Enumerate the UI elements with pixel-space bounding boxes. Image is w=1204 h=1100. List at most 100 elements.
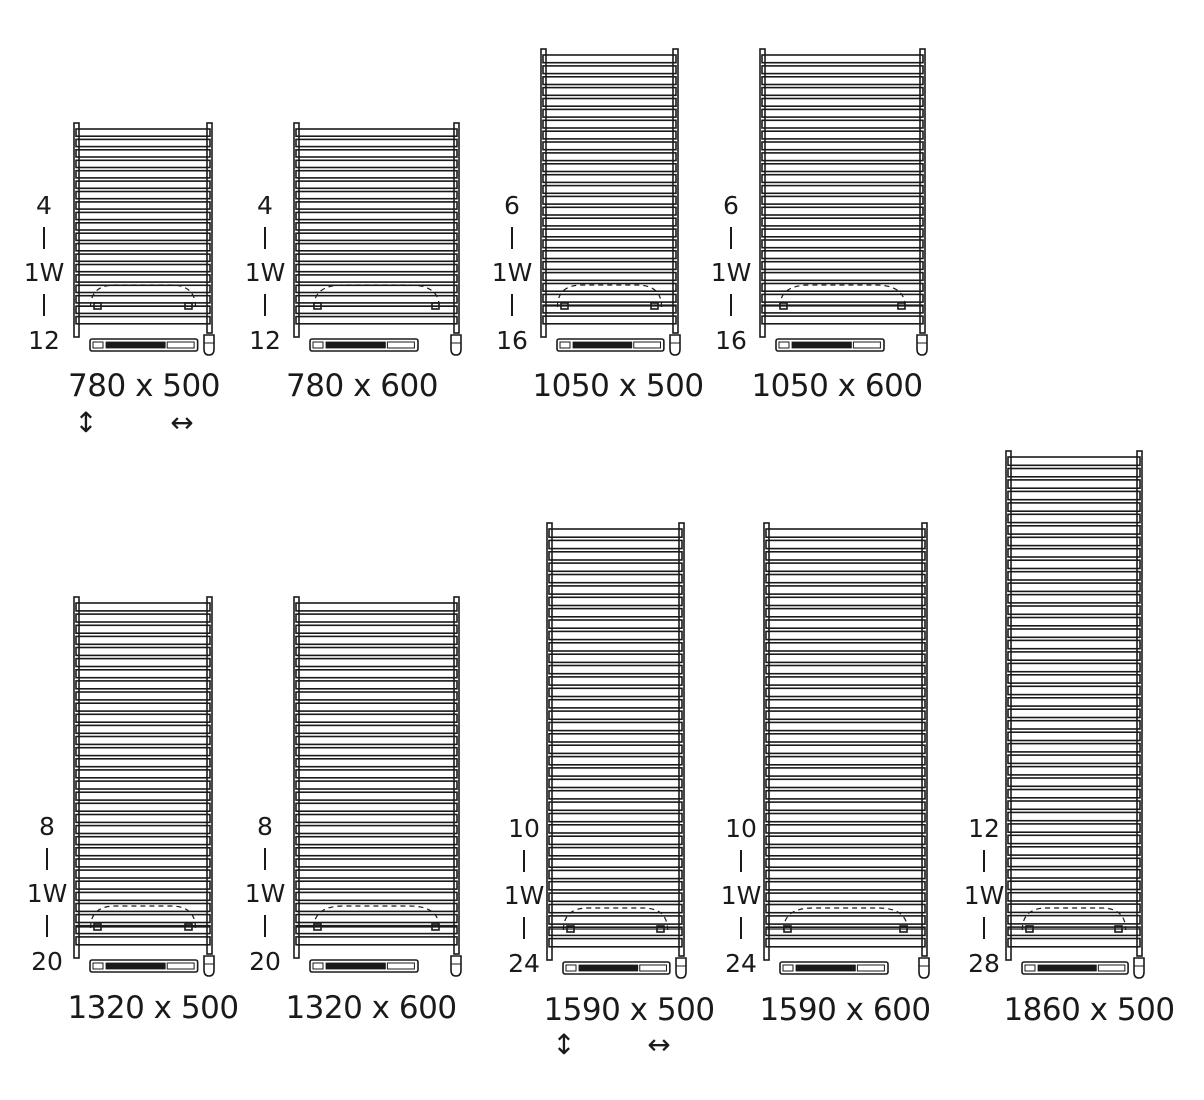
heating-bar — [1007, 903, 1141, 914]
heating-bar — [1007, 926, 1141, 937]
heating-element-unit — [775, 338, 885, 352]
mounting-outline — [89, 284, 197, 308]
heating-bar — [761, 260, 924, 271]
heating-bar — [548, 892, 683, 903]
heating-bar — [765, 710, 926, 721]
heating-bar — [295, 902, 458, 913]
heating-bar — [542, 97, 677, 107]
heating-bar — [761, 184, 924, 195]
heating-bar — [761, 250, 924, 260]
right-rail — [453, 596, 460, 955]
heating-bar — [761, 119, 924, 129]
valve-knob — [203, 334, 215, 356]
towel-radiator-drawing — [546, 522, 687, 979]
heating-bar — [295, 180, 458, 190]
heating-bar — [75, 646, 211, 657]
heating-bar — [75, 284, 211, 294]
heating-bar — [548, 869, 683, 880]
towel-radiator-drawing — [73, 122, 215, 356]
power-label: 1W — [504, 881, 545, 910]
heating-bar — [75, 891, 211, 902]
heating-bar — [548, 823, 683, 834]
heating-bar — [1007, 628, 1141, 639]
heating-bar — [295, 159, 458, 169]
towel-radiator-drawing — [540, 48, 681, 356]
wall-bracket — [431, 302, 440, 310]
heating-bar — [295, 274, 458, 283]
heating-bar — [548, 755, 683, 766]
heating-bar — [1007, 834, 1141, 845]
heating-bar — [75, 668, 211, 679]
heating-bar — [548, 732, 683, 743]
heating-bar — [75, 635, 211, 646]
wall-bracket — [566, 925, 575, 933]
heating-bar — [75, 802, 211, 812]
heating-bar — [1007, 502, 1141, 512]
heating-bar — [295, 824, 458, 835]
heating-bar — [295, 735, 458, 746]
heating-bar — [765, 630, 926, 641]
heating-bar — [295, 791, 458, 801]
rail-count-bottom: 12 — [249, 326, 281, 355]
heating-bar — [542, 271, 677, 282]
heating-bar — [1007, 811, 1141, 822]
rail-count-bottom: 16 — [496, 326, 528, 355]
rail-count-bottom: 24 — [725, 949, 757, 978]
heating-bar — [765, 596, 926, 607]
rail-count-top: 4 — [257, 191, 273, 220]
heating-bar — [295, 724, 458, 735]
heating-bar — [295, 802, 458, 812]
rail-count-bottom: 20 — [249, 947, 281, 976]
heating-bar — [761, 65, 924, 75]
vertical-double-arrow-icon: ↕ — [74, 406, 97, 439]
heating-bar — [75, 757, 211, 768]
heating-bar — [548, 550, 683, 561]
heating-bar — [548, 926, 683, 937]
heating-bar — [75, 902, 211, 913]
rail-count-top: 6 — [723, 191, 739, 220]
heating-bar — [1007, 880, 1141, 891]
heating-bar — [761, 239, 924, 249]
heating-bar — [765, 755, 926, 766]
heating-bar — [295, 746, 458, 757]
heating-bar — [295, 222, 458, 231]
heating-bar — [548, 539, 683, 550]
heating-bar — [75, 190, 211, 200]
heating-bar — [75, 232, 211, 242]
power-label: 1W — [711, 258, 752, 287]
heating-bar — [542, 184, 677, 195]
heating-bar — [542, 250, 677, 260]
valve-knob — [203, 955, 215, 977]
valve-knob — [916, 334, 928, 356]
heating-bar — [761, 76, 924, 86]
wall-bracket — [650, 302, 659, 310]
heating-bar — [295, 624, 458, 634]
rail-count-top: 6 — [504, 191, 520, 220]
heating-bar — [295, 253, 458, 263]
heating-bar — [295, 869, 458, 879]
heating-bar — [761, 108, 924, 118]
heating-bar — [765, 846, 926, 857]
heating-bar — [548, 767, 683, 777]
heating-bar — [548, 528, 683, 538]
wall-bracket — [783, 925, 792, 933]
heating-bar — [765, 892, 926, 903]
heating-bar — [765, 721, 926, 732]
heating-bar — [765, 937, 926, 948]
wall-bracket — [313, 923, 322, 931]
heating-bar — [761, 97, 924, 107]
valve-knob — [450, 955, 462, 977]
heating-bar — [1007, 456, 1141, 467]
right-rail — [921, 522, 928, 957]
heating-bar — [548, 573, 683, 584]
heating-bar — [1007, 719, 1141, 730]
heating-bar — [295, 602, 458, 612]
dimensions-label: 780 x 600 — [286, 368, 438, 404]
wall-bracket — [656, 925, 665, 933]
heating-bar — [75, 305, 211, 315]
heating-bar — [765, 550, 926, 561]
